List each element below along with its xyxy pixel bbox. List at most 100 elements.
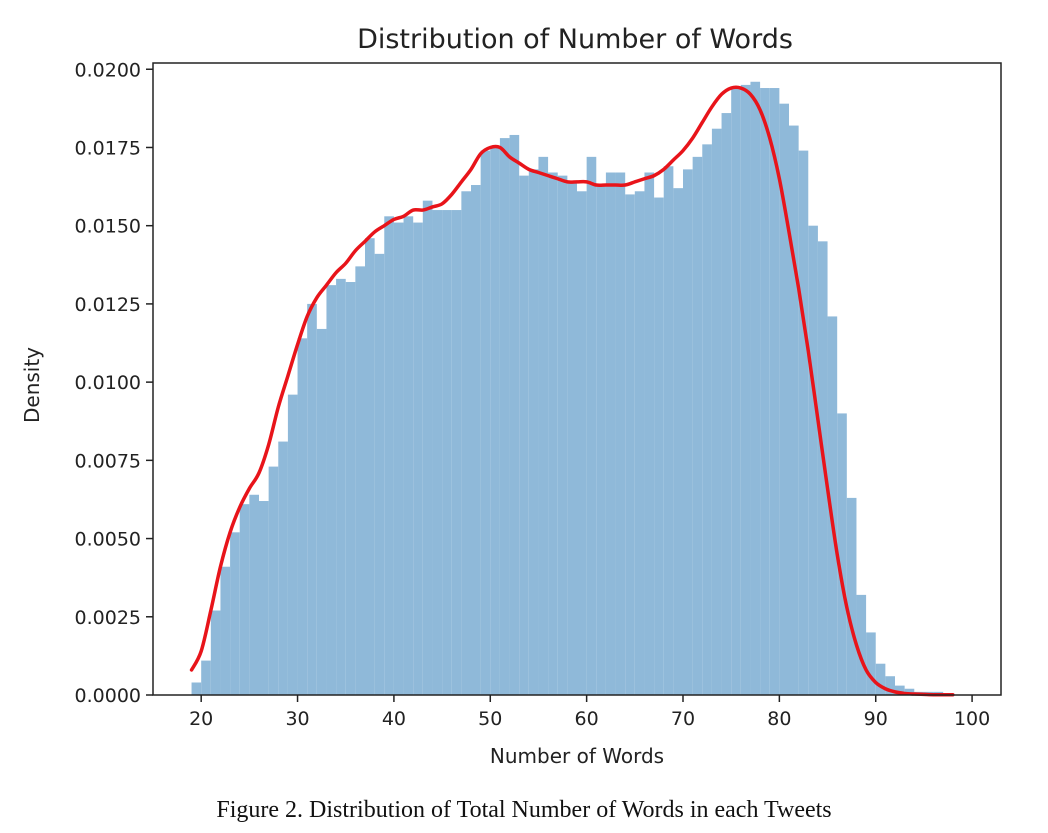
histogram-bar: [904, 688, 915, 695]
y-tick-label: 0.0175: [75, 137, 141, 159]
histogram-bar: [663, 166, 674, 695]
histogram-bar: [471, 185, 481, 695]
histogram-bar: [673, 188, 683, 695]
x-tick-label: 60: [575, 708, 599, 730]
x-tick-label: 40: [382, 708, 406, 730]
histogram-bar: [316, 328, 327, 695]
plot-frame: [152, 62, 1002, 696]
histogram-bar: [432, 210, 443, 696]
histogram-bar: [365, 238, 375, 695]
histogram-bar: [567, 181, 577, 695]
histogram-bar: [760, 88, 770, 695]
histogram-bar: [287, 394, 298, 695]
y-tick-label: 0.0075: [75, 450, 141, 472]
histogram-bar: [220, 566, 231, 695]
x-tick-label: 30: [285, 708, 309, 730]
histogram-bar: [557, 175, 568, 695]
chart-title: Distribution of Number of Words: [357, 24, 793, 55]
histogram-bar: [355, 266, 365, 695]
histogram-bar: [711, 128, 722, 695]
histogram-bar: [721, 113, 732, 695]
histogram-bar: [393, 222, 404, 695]
histogram-bar: [480, 150, 491, 696]
histogram-bar: [644, 172, 655, 695]
y-tick-label: 0.0000: [75, 685, 141, 707]
x-axis-ticks: 20 30 40 50 60 70 80 90 100: [189, 695, 990, 730]
y-tick-label: 0.0200: [75, 59, 141, 81]
histogram-bar: [538, 156, 549, 696]
histogram-bar: [769, 88, 780, 695]
histogram-bar: [808, 225, 818, 695]
histogram-bar: [442, 210, 452, 696]
histogram-bar: [837, 413, 847, 695]
histogram-bar: [875, 663, 886, 695]
histogram-bar: [827, 316, 838, 695]
histogram-bar: [779, 103, 789, 696]
histogram-bar: [654, 197, 664, 695]
histogram-bar: [740, 84, 751, 695]
histogram-bar: [846, 497, 857, 695]
x-tick-label: 90: [864, 708, 888, 730]
histogram-bar: [422, 200, 433, 695]
kde-line: [189, 85, 955, 697]
histogram-bar: [413, 222, 423, 695]
histogram-bar: [692, 156, 703, 696]
histogram-bar: [548, 172, 558, 695]
histogram-bar: [239, 504, 250, 695]
histogram-bar: [307, 303, 317, 695]
histogram-bar: [586, 156, 597, 696]
kde-layer: [189, 85, 955, 697]
y-tick-label: 0.0025: [75, 607, 141, 629]
figure-caption: Figure 2. Distribution of Total Number o…: [216, 797, 832, 823]
y-tick-label: 0.0100: [75, 372, 141, 394]
histogram-bar: [885, 676, 895, 695]
y-tick-label: 0.0125: [75, 294, 141, 316]
histogram-bar: [259, 501, 269, 695]
histogram-bar: [702, 144, 712, 696]
histogram-bar: [519, 175, 529, 695]
histogram-bar: [509, 134, 520, 695]
histogram-bar: [297, 338, 308, 695]
histogram-bar: [817, 241, 828, 695]
histogram-bar: [336, 278, 346, 695]
histogram-bar: [451, 210, 462, 696]
histogram-bar: [191, 682, 202, 695]
histogram-bar: [577, 191, 587, 695]
histogram-bar: [895, 685, 905, 695]
x-tick-label: 100: [954, 708, 990, 730]
histogram-bar: [605, 172, 616, 695]
histogram-bar: [750, 81, 761, 695]
histogram-bar: [230, 532, 240, 695]
chart: Distribution of Number of Words 20 30 40 50…: [20, 24, 1002, 768]
histogram-bar: [528, 169, 539, 695]
histogram-bar: [384, 216, 394, 695]
histogram-bar: [268, 466, 279, 695]
x-axis-label: Number of Words: [490, 744, 664, 768]
histogram-bar: [683, 169, 693, 695]
x-tick-label: 20: [189, 708, 213, 730]
x-tick-label: 50: [478, 708, 502, 730]
x-tick-label: 80: [767, 708, 791, 730]
histogram-bar: [490, 147, 500, 696]
y-axis-ticks: 0.0000 0.0025 0.0050 0.0075 0.0100 0.0125 0.01…: [75, 59, 153, 707]
histogram-bar: [596, 185, 606, 695]
histogram-bar: [634, 191, 645, 695]
histogram-bars: [191, 81, 953, 696]
histogram-bar: [249, 494, 259, 695]
histogram-bar: [499, 138, 510, 696]
x-tick-label: 70: [671, 708, 695, 730]
histogram-bar: [326, 285, 337, 695]
histogram-bar: [345, 282, 356, 695]
histogram-bar: [856, 594, 867, 695]
histogram-bar: [374, 253, 385, 695]
histogram-bar: [201, 660, 211, 695]
histogram-bar: [866, 632, 876, 695]
histogram-bar: [278, 441, 288, 695]
histogram-bar: [789, 125, 799, 695]
histogram-bar: [403, 216, 414, 695]
histogram-bar: [798, 150, 809, 696]
histogram-bar: [615, 172, 626, 695]
histogram-bar: [210, 610, 221, 695]
y-axis-label: Density: [20, 347, 44, 423]
histogram-bar: [625, 194, 635, 695]
